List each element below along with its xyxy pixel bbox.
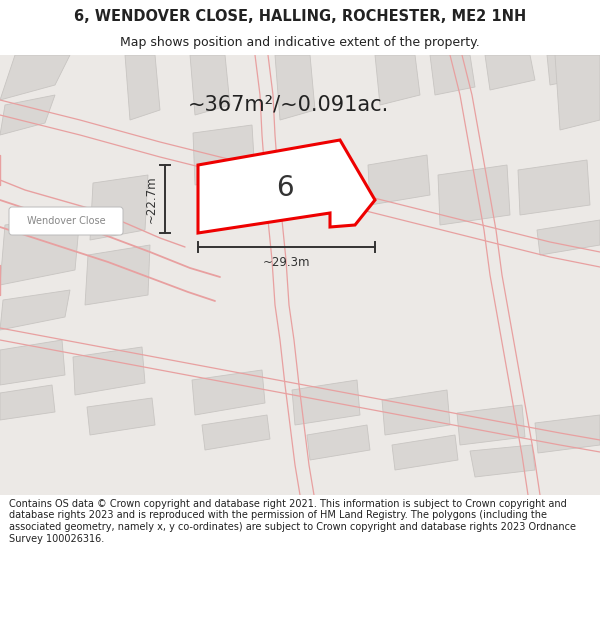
- Polygon shape: [392, 435, 458, 470]
- Polygon shape: [190, 55, 230, 115]
- Polygon shape: [90, 175, 148, 240]
- Polygon shape: [547, 55, 590, 85]
- Text: 6: 6: [276, 174, 294, 202]
- Polygon shape: [430, 55, 475, 95]
- Text: ~29.3m: ~29.3m: [263, 256, 310, 269]
- Polygon shape: [0, 95, 55, 135]
- Polygon shape: [0, 340, 65, 385]
- Polygon shape: [485, 55, 535, 90]
- Polygon shape: [555, 55, 600, 130]
- Polygon shape: [125, 55, 160, 120]
- Polygon shape: [275, 55, 315, 120]
- Polygon shape: [0, 385, 55, 420]
- Text: ~22.7m: ~22.7m: [145, 175, 157, 222]
- Text: Map shows position and indicative extent of the property.: Map shows position and indicative extent…: [120, 36, 480, 49]
- Polygon shape: [192, 370, 265, 415]
- Polygon shape: [87, 398, 155, 435]
- Polygon shape: [198, 140, 375, 233]
- Polygon shape: [438, 165, 510, 225]
- Polygon shape: [368, 155, 430, 205]
- Polygon shape: [73, 347, 145, 395]
- Polygon shape: [518, 160, 590, 215]
- Text: Contains OS data © Crown copyright and database right 2021. This information is : Contains OS data © Crown copyright and d…: [9, 499, 576, 544]
- Polygon shape: [537, 220, 600, 255]
- Polygon shape: [535, 415, 600, 453]
- Text: ~367m²/~0.091ac.: ~367m²/~0.091ac.: [188, 95, 389, 115]
- Polygon shape: [382, 390, 450, 435]
- Polygon shape: [307, 425, 370, 460]
- Polygon shape: [292, 380, 360, 425]
- Polygon shape: [202, 415, 270, 450]
- Text: Wendover Close: Wendover Close: [26, 216, 106, 226]
- Polygon shape: [85, 245, 150, 305]
- FancyBboxPatch shape: [9, 207, 123, 235]
- Text: 6, WENDOVER CLOSE, HALLING, ROCHESTER, ME2 1NH: 6, WENDOVER CLOSE, HALLING, ROCHESTER, M…: [74, 9, 526, 24]
- Polygon shape: [0, 215, 80, 285]
- Polygon shape: [0, 55, 70, 100]
- Polygon shape: [457, 405, 525, 445]
- Polygon shape: [0, 290, 70, 330]
- Polygon shape: [193, 125, 255, 185]
- Polygon shape: [470, 445, 535, 477]
- Polygon shape: [375, 55, 420, 105]
